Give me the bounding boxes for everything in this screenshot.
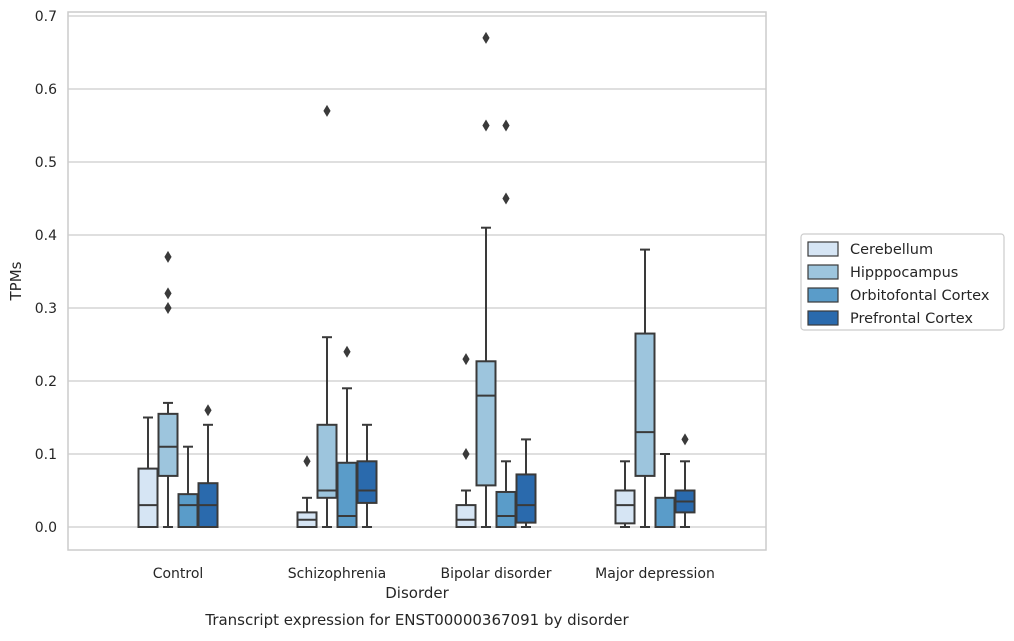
- legend-label: Orbitofontal Cortex: [850, 288, 990, 304]
- box-iqr: [654, 496, 676, 528]
- legend-swatch: [807, 264, 839, 280]
- box-iqr: [634, 332, 656, 477]
- box-iqr: [614, 489, 636, 525]
- box-orbitofontal-cortex: [177, 445, 199, 528]
- x-axis-label: Disorder: [385, 584, 449, 602]
- x-tick-label: Control: [153, 566, 204, 582]
- box-cerebellum: [137, 416, 159, 529]
- y-tick-label: 0.4: [35, 228, 57, 244]
- box-prefrontal-cortex: [674, 433, 696, 528]
- legend-swatch: [807, 241, 839, 257]
- outlier-point: [343, 345, 351, 358]
- legend-swatch: [807, 310, 839, 326]
- y-tick-label: 0.1: [35, 447, 57, 463]
- x-tick-label: Bipolar disorder: [440, 566, 551, 582]
- box-hipppocampus: [316, 104, 338, 528]
- outlier-point: [482, 31, 490, 44]
- x-tick-label: Schizophrenia: [288, 566, 386, 582]
- y-tick-label: 0.5: [35, 155, 57, 171]
- y-axis-ticks: 0.0 0.1 0.2 0.3 0.4 0.5 0.6 0.7: [35, 9, 57, 536]
- plot-area: [67, 11, 767, 551]
- box-orbitofontal-cortex: [336, 345, 358, 529]
- box-hipppocampus: [475, 31, 497, 528]
- y-tick-label: 0.7: [35, 9, 57, 25]
- box-orbitofontal-cortex: [654, 453, 676, 528]
- outlier-point: [681, 433, 689, 446]
- box-iqr: [515, 473, 537, 524]
- outlier-point: [462, 448, 470, 460]
- outlier-point: [164, 302, 172, 314]
- outlier-point: [204, 404, 212, 417]
- y-tick-label: 0.3: [35, 301, 57, 317]
- legend-label: Cerebellum: [850, 242, 933, 258]
- box-prefrontal-cortex: [356, 423, 378, 528]
- box-iqr: [177, 493, 199, 528]
- legend: Cerebellum Hipppocampus Orbitofontal Corte…: [800, 233, 1005, 331]
- x-tick-label: Major depression: [595, 566, 715, 582]
- legend-label: Hipppocampus: [850, 265, 958, 281]
- outlier-point: [502, 192, 510, 205]
- box-iqr: [356, 460, 378, 504]
- outlier-point: [502, 119, 510, 132]
- outlier-point: [462, 353, 470, 366]
- box-cerebellum: [455, 353, 477, 529]
- outlier-point: [164, 287, 172, 300]
- box-iqr: [455, 504, 477, 529]
- box-prefrontal-cortex: [515, 438, 537, 528]
- box-cerebellum: [614, 460, 636, 528]
- box-iqr: [495, 490, 517, 528]
- box-orbitofontal-cortex: [495, 119, 517, 528]
- outlier-point: [164, 250, 172, 263]
- legend-frame: [800, 233, 1005, 331]
- box-iqr: [137, 467, 159, 529]
- box-iqr: [316, 423, 338, 499]
- box-iqr: [475, 360, 497, 487]
- outlier-point: [323, 104, 331, 117]
- box-cerebellum: [296, 455, 318, 529]
- x-axis-ticks: Control Schizophrenia Bipolar disorder Majo…: [153, 566, 715, 582]
- box-prefrontal-cortex: [197, 404, 219, 529]
- gridlines: [68, 15, 766, 528]
- box-hipppocampus: [634, 248, 656, 528]
- outlier-point: [482, 119, 490, 132]
- y-tick-label: 0.6: [35, 82, 57, 98]
- boxes: [137, 31, 696, 529]
- chart-caption: Transcript expression for ENST0000036709…: [204, 611, 629, 629]
- legend-label: Prefrontal Cortex: [850, 311, 973, 327]
- box-iqr: [336, 461, 358, 529]
- legend-swatch: [807, 287, 839, 303]
- box-iqr: [157, 412, 179, 477]
- box-hipppocampus: [157, 250, 179, 528]
- y-axis-label: TPMs: [7, 261, 25, 301]
- y-tick-label: 0.0: [35, 520, 57, 536]
- y-tick-label: 0.2: [35, 374, 57, 390]
- outlier-point: [303, 455, 311, 468]
